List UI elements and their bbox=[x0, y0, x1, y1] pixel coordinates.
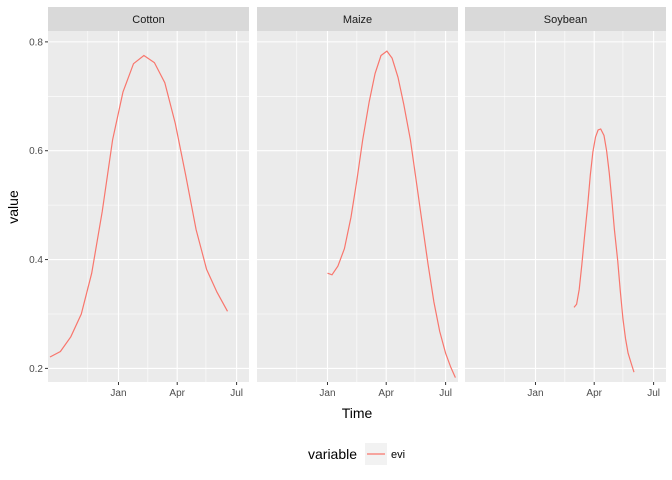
legend: variable evi bbox=[308, 443, 405, 465]
legend-title: variable bbox=[308, 446, 357, 462]
series-line-evi bbox=[49, 54, 229, 358]
facet-panel-soybean: Soybean Jan Apr Jul bbox=[465, 7, 666, 399]
facet-strip-label: Maize bbox=[343, 14, 372, 26]
y-tick-label: 0.4 bbox=[29, 255, 43, 266]
x-tick-label: Jan bbox=[110, 388, 126, 399]
panel-background bbox=[465, 31, 666, 382]
facet-strip bbox=[48, 7, 249, 31]
facet-panels: Cotton Jan Apr Jul Maize Jan Apr Jul Soybean Jan A… bbox=[48, 7, 666, 399]
legend-label-evi: evi bbox=[391, 449, 405, 461]
y-tick-label: 0.8 bbox=[29, 37, 43, 48]
y-tick-label: 0.6 bbox=[29, 146, 43, 157]
x-tick-label: Apr bbox=[586, 388, 602, 399]
x-tick-label: Apr bbox=[378, 388, 394, 399]
facet-panel-cotton: Cotton Jan Apr Jul bbox=[48, 7, 249, 399]
x-tick-label: Apr bbox=[169, 388, 185, 399]
panel-background bbox=[257, 31, 458, 382]
facet-strip-label: Cotton bbox=[132, 14, 164, 26]
x-tick-label: Jan bbox=[527, 388, 543, 399]
y-axis-title: value bbox=[5, 190, 21, 224]
x-tick-label: Jan bbox=[319, 388, 335, 399]
facet-strip bbox=[465, 7, 666, 31]
x-tick-label: Jul bbox=[230, 388, 243, 399]
panel-background bbox=[48, 31, 249, 382]
facet-strip bbox=[257, 7, 458, 31]
facet-panel-maize: Maize Jan Apr Jul bbox=[257, 7, 458, 399]
facet-strip-label: Soybean bbox=[544, 14, 587, 26]
x-axis-title: Time bbox=[342, 405, 373, 421]
x-tick-label: Jul bbox=[439, 388, 452, 399]
y-axis: 0.2 0.4 0.6 0.8 bbox=[29, 37, 48, 375]
series-line-evi bbox=[327, 50, 456, 378]
series-line-evi bbox=[573, 128, 635, 373]
y-tick-label: 0.2 bbox=[29, 364, 43, 375]
x-tick-label: Jul bbox=[647, 388, 660, 399]
